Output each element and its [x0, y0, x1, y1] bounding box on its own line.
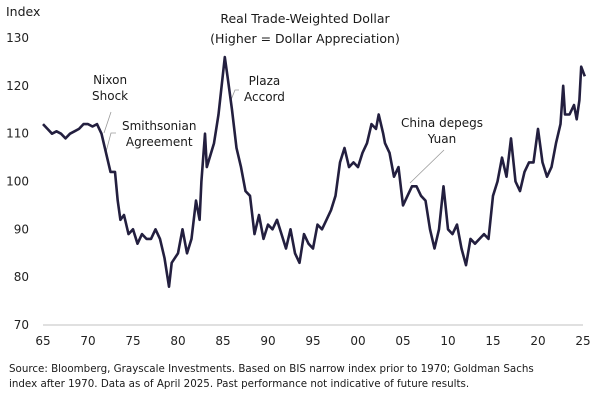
x-tick-label: 10	[440, 334, 455, 348]
plaza-accord-leader	[230, 89, 239, 101]
x-tick-label: 05	[395, 334, 410, 348]
y-tick-label: 80	[14, 270, 29, 284]
x-tick-label: 80	[170, 334, 185, 348]
x-tick-label: 90	[260, 334, 275, 348]
annotation-line: Smithsonian	[122, 119, 197, 133]
source-line: Source: Bloomberg, Grayscale Investments…	[9, 363, 534, 375]
china-depegs-leader	[409, 149, 445, 184]
x-tick-label: 75	[125, 334, 140, 348]
chart-title-block: Real Trade-Weighted Dollar (Higher = Dol…	[155, 9, 455, 49]
annotation-line: Plaza	[248, 74, 281, 88]
annotation-line: Agreement	[125, 135, 193, 149]
y-tick-label: 100	[6, 175, 29, 189]
chart-title: Real Trade-Weighted Dollar	[220, 11, 390, 26]
smithsonian-leader	[105, 132, 116, 153]
y-tick-label: 110	[6, 127, 29, 141]
annotation-china-depegs: China depegs Yuan	[401, 115, 483, 147]
x-tick-label: 70	[80, 334, 95, 348]
annotation-line: Yuan	[427, 132, 457, 146]
y-tick-label: 90	[14, 222, 29, 236]
nixon-shock-leader	[103, 111, 112, 134]
x-tick-label: 85	[215, 334, 230, 348]
x-tick-label: 25	[575, 334, 590, 348]
line-chart: 70 80 90 100 110 120 130 65 70 75 80 85 90 95 00 05 10 1…	[6, 31, 591, 348]
x-tick-label: 15	[485, 334, 500, 348]
annotation-line: Nixon	[93, 73, 128, 87]
source-note: Source: Bloomberg, Grayscale Investments…	[9, 362, 594, 392]
source-line: index after 1970. Data as of April 2025.…	[9, 378, 470, 390]
annotation-smithsonian: Smithsonian Agreement	[122, 118, 196, 150]
y-axis-label: Index	[6, 4, 41, 19]
annotation-line: China depegs	[401, 116, 483, 130]
annotation-line: Shock	[92, 89, 129, 103]
x-tick-label: 65	[35, 334, 50, 348]
series-line	[42, 55, 587, 288]
y-tick-label: 130	[6, 31, 29, 45]
annotation-nixon-shock: Nixon Shock	[92, 72, 128, 104]
annotation-line: Accord	[244, 90, 285, 104]
x-tick-label: 00	[350, 334, 365, 348]
chart-subtitle: (Higher = Dollar Appreciation)	[210, 31, 400, 46]
y-tick-label: 70	[14, 318, 29, 332]
y-tick-label: 120	[6, 79, 29, 93]
annotation-plaza-accord: Plaza Accord	[244, 73, 285, 105]
x-tick-label: 20	[530, 334, 545, 348]
x-tick-label: 95	[305, 334, 320, 348]
